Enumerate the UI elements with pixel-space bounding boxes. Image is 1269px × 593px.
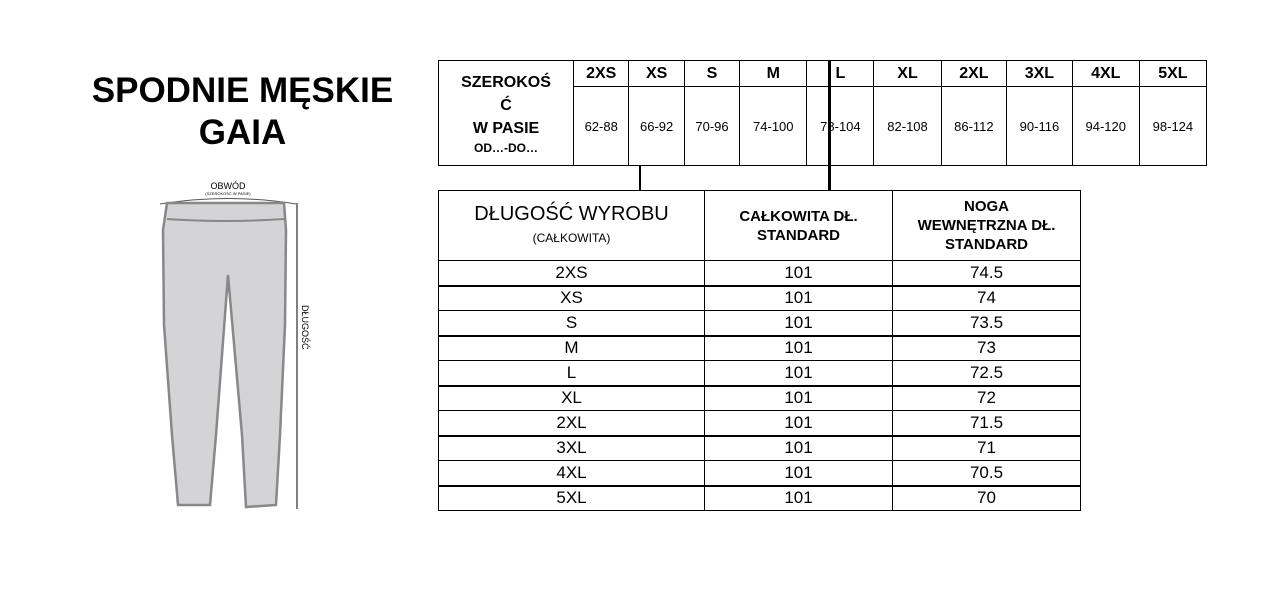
connector-line — [639, 166, 641, 190]
size-header: 2XL — [940, 60, 1008, 87]
waist-value: 62-88 — [572, 86, 630, 166]
cell-size: 3XL — [438, 434, 705, 461]
cell-inner: 71 — [892, 434, 1081, 461]
waist-label-cell: SZEROKOŚ Ć W PASIE OD…-DO… — [438, 60, 574, 166]
cell-size: 5XL — [438, 484, 705, 511]
table-row: XL 101 72 — [438, 384, 1081, 411]
table-row: M 101 73 — [438, 334, 1081, 361]
cell-total: 101 — [704, 410, 893, 436]
waist-value: 94-120 — [1071, 86, 1140, 166]
cell-inner: 70.5 — [892, 460, 1081, 486]
table-row: 2XL 101 71.5 — [438, 410, 1081, 436]
length-header: DŁUGOŚĆ WYROBU (CAŁKOWITA) — [438, 190, 705, 261]
size-header: M — [739, 60, 808, 87]
cell-total: 101 — [704, 260, 893, 286]
cell-total: 101 — [704, 484, 893, 511]
waist-value: 74-100 — [739, 86, 808, 166]
table-row: XS 101 74 — [438, 284, 1081, 311]
table-row: 3XL 101 71 — [438, 434, 1081, 461]
waist-value: 66-92 — [628, 86, 685, 166]
cell-total: 101 — [704, 434, 893, 461]
pants-diagram: OBWÓD (SZEROKOŚĆ W PASIE) DŁUGOŚĆ — [159, 181, 311, 509]
size-header: 5XL — [1138, 60, 1208, 87]
cell-inner: 70 — [892, 484, 1081, 511]
cell-total: 101 — [704, 360, 893, 386]
cell-size: XL — [438, 384, 705, 411]
cell-size: L — [438, 360, 705, 386]
total-length-header: CAŁKOWITA DŁ. STANDARD — [704, 190, 893, 261]
cell-inner: 74 — [892, 284, 1081, 311]
size-header: 2XS — [572, 60, 630, 87]
cell-size: 2XL — [438, 410, 705, 436]
cell-size: XS — [438, 284, 705, 311]
cell-inner: 74.5 — [892, 260, 1081, 286]
cell-inner: 72.5 — [892, 360, 1081, 386]
cell-size: 2XS — [438, 260, 705, 286]
table-row: 4XL 101 70.5 — [438, 460, 1081, 486]
size-header: 4XL — [1071, 60, 1140, 87]
cell-inner: 73 — [892, 334, 1081, 361]
cell-inner: 72 — [892, 384, 1081, 411]
page-title: SPODNIE MĘSKIE GAIA — [91, 71, 394, 152]
cell-total: 101 — [704, 384, 893, 411]
table-row: S 101 73.5 — [438, 310, 1081, 336]
cell-size: 4XL — [438, 460, 705, 486]
waist-value: 86-112 — [940, 86, 1008, 166]
length-label: DŁUGOŚĆ — [300, 305, 311, 350]
size-header: XL — [873, 60, 942, 87]
size-header: S — [683, 60, 741, 87]
table-row: 5XL 101 70 — [438, 484, 1081, 511]
size-header: XS — [628, 60, 685, 87]
inner-leg-header: NOGA WEWNĘTRZNA DŁ. STANDARD — [892, 190, 1081, 261]
waist-value: 78-104 — [806, 86, 875, 166]
cell-inner: 71.5 — [892, 410, 1081, 436]
circumference-sub-label: (SZEROKOŚĆ W PASIE) — [205, 191, 251, 196]
size-header: L — [806, 60, 875, 87]
cell-total: 101 — [704, 334, 893, 361]
size-header: 3XL — [1006, 60, 1073, 87]
cell-total: 101 — [704, 310, 893, 336]
cell-size: M — [438, 334, 705, 361]
cell-total: 101 — [704, 460, 893, 486]
waist-value: 70-96 — [683, 86, 741, 166]
waist-width-table: SZEROKOŚ Ć W PASIE OD…-DO… 2XS XS S M L … — [438, 60, 1208, 166]
waist-value: 90-116 — [1006, 86, 1073, 166]
pants-shape — [161, 201, 288, 509]
circumference-label: OBWÓD — [211, 181, 246, 191]
table-row: 2XS 101 74.5 — [438, 260, 1081, 286]
cell-size: S — [438, 310, 705, 336]
cell-inner: 73.5 — [892, 310, 1081, 336]
table-row: L 101 72.5 — [438, 360, 1081, 386]
length-table: DŁUGOŚĆ WYROBU (CAŁKOWITA) CAŁKOWITA DŁ. S… — [438, 190, 1081, 511]
waist-value: 98-124 — [1138, 86, 1208, 166]
waist-value: 82-108 — [873, 86, 942, 166]
cell-total: 101 — [704, 284, 893, 311]
